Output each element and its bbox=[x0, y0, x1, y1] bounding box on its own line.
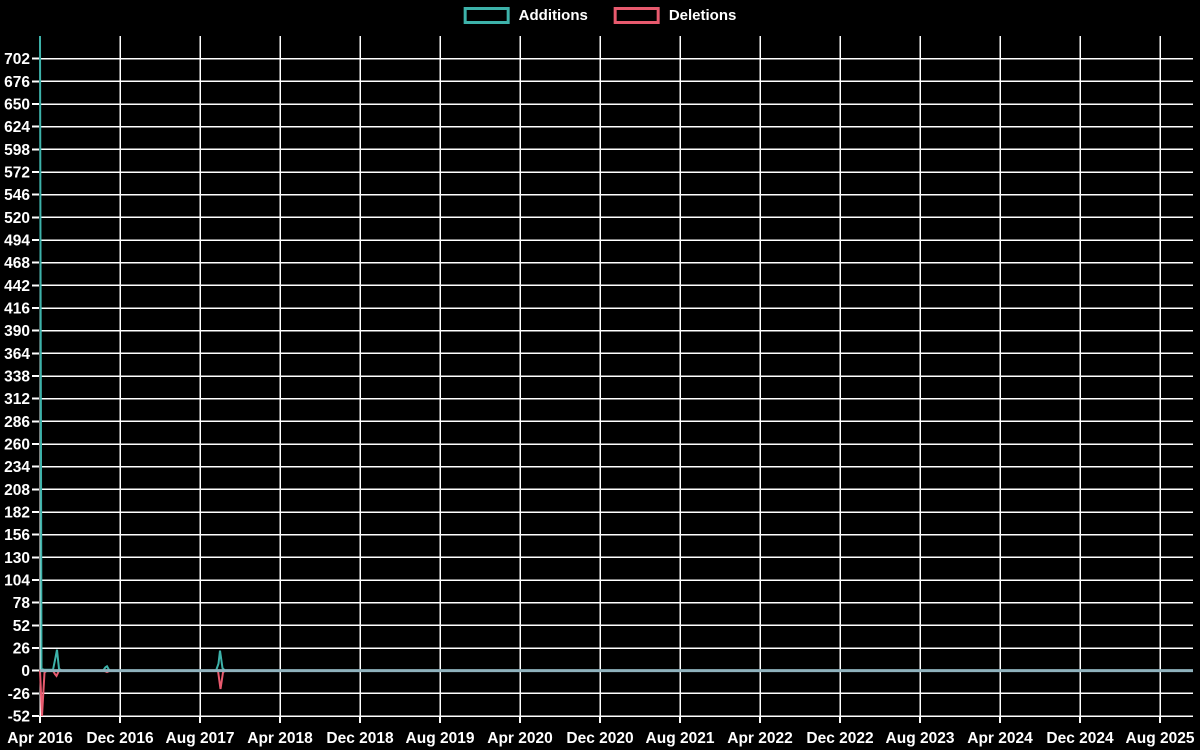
x-tick-label: Aug 2021 bbox=[646, 730, 715, 747]
chart-legend: Additions Deletions bbox=[463, 7, 737, 24]
y-tick-label: 312 bbox=[4, 391, 30, 408]
y-tick-label: 624 bbox=[4, 119, 30, 136]
y-tick-label: 598 bbox=[4, 142, 30, 159]
x-tick-label: Dec 2016 bbox=[86, 730, 154, 747]
deletions-swatch bbox=[613, 7, 660, 24]
y-tick-label: -52 bbox=[8, 709, 30, 726]
x-tick-label: Dec 2020 bbox=[566, 730, 633, 747]
x-tick-label: Apr 2018 bbox=[247, 730, 313, 747]
x-tick-label: Dec 2024 bbox=[1046, 730, 1114, 747]
data-series bbox=[39, 35, 1193, 717]
y-tick-label: 0 bbox=[21, 663, 30, 680]
y-tick-label: 364 bbox=[4, 346, 30, 363]
x-tick-label: Apr 2016 bbox=[7, 730, 73, 747]
axis-labels: 7026766506245985725465204944684424163903… bbox=[4, 51, 1195, 747]
grid bbox=[39, 36, 1193, 717]
y-tick-label: 520 bbox=[4, 210, 30, 227]
y-tick-label: 26 bbox=[13, 641, 31, 658]
y-tick-label: 208 bbox=[4, 482, 30, 499]
y-tick-label: 260 bbox=[4, 437, 30, 454]
y-tick-label: 702 bbox=[4, 51, 30, 68]
y-tick-label: 338 bbox=[4, 369, 30, 386]
y-tick-label: 546 bbox=[4, 187, 30, 204]
x-tick-label: Apr 2024 bbox=[967, 730, 1033, 747]
y-tick-label: 676 bbox=[4, 74, 30, 91]
additions-legend-label: Additions bbox=[518, 7, 588, 24]
y-tick-label: 572 bbox=[4, 165, 30, 182]
y-tick-label: 286 bbox=[4, 414, 30, 431]
x-tick-label: Dec 2022 bbox=[806, 730, 873, 747]
legend-item-deletions: Deletions bbox=[613, 7, 737, 24]
y-tick-label: 104 bbox=[4, 573, 30, 590]
y-tick-label: 468 bbox=[4, 255, 30, 272]
additions-swatch bbox=[463, 7, 510, 24]
y-tick-label: 234 bbox=[4, 459, 30, 476]
x-tick-label: Apr 2020 bbox=[487, 730, 552, 747]
y-tick-label: 650 bbox=[4, 97, 30, 114]
y-tick-label: 442 bbox=[4, 278, 30, 295]
y-tick-label: 78 bbox=[13, 595, 31, 612]
x-tick-label: Aug 2017 bbox=[166, 730, 235, 747]
x-tick-label: Aug 2023 bbox=[886, 730, 955, 747]
y-tick-label: 390 bbox=[4, 323, 30, 340]
x-tick-label: Dec 2018 bbox=[326, 730, 394, 747]
x-tick-label: Aug 2025 bbox=[1126, 730, 1195, 747]
axis-ticks bbox=[32, 57, 1161, 723]
y-tick-label: 52 bbox=[13, 618, 30, 635]
y-tick-label: 182 bbox=[4, 505, 30, 522]
y-tick-label: -26 bbox=[8, 686, 31, 703]
y-tick-label: 416 bbox=[4, 301, 30, 318]
x-tick-label: Aug 2019 bbox=[406, 730, 475, 747]
deletions-legend-label: Deletions bbox=[668, 7, 737, 24]
y-tick-label: 156 bbox=[4, 527, 30, 544]
x-tick-label: Apr 2022 bbox=[727, 730, 792, 747]
y-tick-label: 130 bbox=[4, 550, 30, 567]
y-tick-label: 494 bbox=[4, 233, 30, 250]
legend-item-additions: Additions bbox=[463, 7, 588, 24]
